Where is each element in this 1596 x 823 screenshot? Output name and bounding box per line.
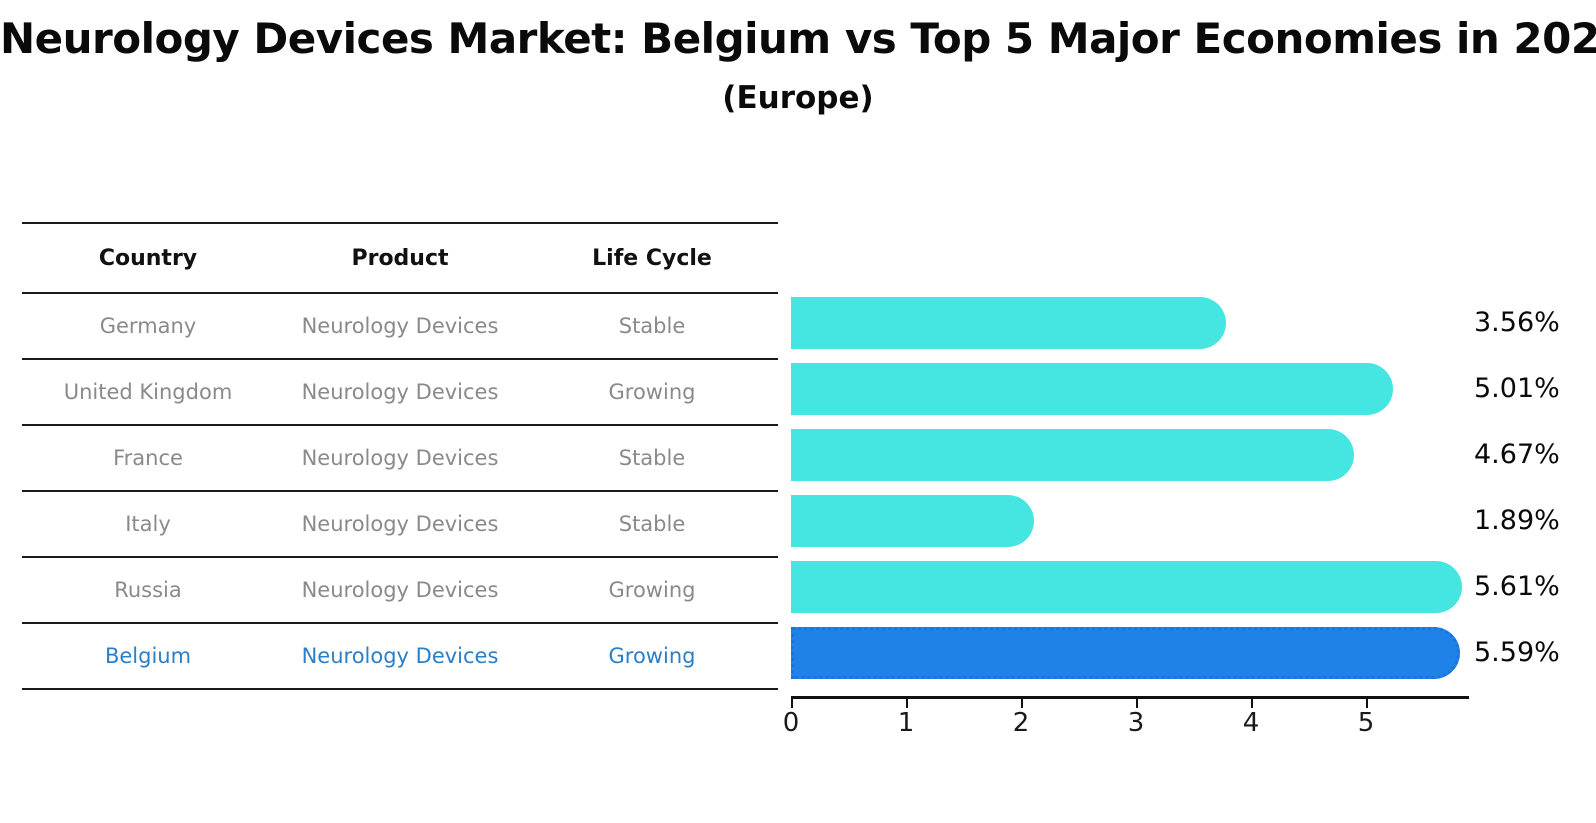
table-row-russia: Russia Neurology Devices Growing: [22, 558, 778, 624]
bar-france: [791, 429, 1354, 481]
bar-italy: [791, 495, 1034, 547]
lifecycle-cell: Stable: [618, 314, 686, 338]
product-cell: Neurology Devices: [301, 578, 499, 602]
x-tick-label-1: 1: [897, 708, 915, 738]
x-tick-mark-0: [791, 699, 793, 708]
lifecycle-cell: Growing: [608, 380, 696, 404]
table-row-italy: Italy Neurology Devices Stable: [22, 492, 778, 558]
country-cell: Germany: [99, 314, 197, 338]
x-tick-mark-4: [1251, 699, 1253, 708]
product-cell: Neurology Devices: [301, 644, 499, 668]
table-row-belgium: Belgium Neurology Devices Growing: [22, 624, 778, 690]
table-row-united-kingdom: United Kingdom Neurology Devices Growing: [22, 360, 778, 426]
bar-belgium: [791, 627, 1460, 679]
table-header-row: Country Product Life Cycle: [22, 222, 778, 294]
product-cell: Neurology Devices: [301, 380, 499, 404]
country-cell: Russia: [114, 578, 182, 602]
column-header-lifecycle: Life Cycle: [592, 245, 712, 271]
country-cell: Belgium: [104, 644, 192, 668]
bar-germany: [791, 297, 1226, 349]
x-tick-label-4: 4: [1242, 708, 1260, 738]
column-header-country: Country: [98, 245, 198, 271]
x-tick-label-5: 5: [1357, 708, 1375, 738]
value-label-russia: 5.61%: [1474, 571, 1560, 602]
x-tick-label-0: 0: [782, 708, 800, 738]
product-cell: Neurology Devices: [301, 314, 499, 338]
x-tick-label-3: 3: [1127, 708, 1145, 738]
x-tick-label-2: 2: [1012, 708, 1030, 738]
lifecycle-cell: Growing: [608, 644, 696, 668]
column-header-product: Product: [351, 245, 449, 271]
product-cell: Neurology Devices: [301, 446, 499, 470]
x-axis-line: [791, 696, 1469, 699]
value-label-germany: 3.56%: [1474, 307, 1560, 338]
page-title: Neurology Devices Market: Belgium vs Top…: [0, 14, 1596, 63]
value-label-italy: 1.89%: [1474, 505, 1560, 536]
value-label-united-kingdom: 5.01%: [1474, 373, 1560, 404]
lifecycle-cell: Growing: [608, 578, 696, 602]
table-row-germany: Germany Neurology Devices Stable: [22, 294, 778, 360]
lifecycle-cell: Stable: [618, 512, 686, 536]
page-subtitle: (Europe): [722, 80, 874, 116]
country-cell: Italy: [125, 512, 171, 536]
x-tick-mark-5: [1366, 699, 1368, 708]
country-table: Country Product Life Cycle Germany Neurol…: [22, 222, 778, 690]
x-tick-mark-2: [1021, 699, 1023, 708]
product-cell: Neurology Devices: [301, 512, 499, 536]
table-row-france: France Neurology Devices Stable: [22, 426, 778, 492]
value-label-belgium: 5.59%: [1474, 637, 1560, 668]
country-cell: United Kingdom: [63, 380, 233, 404]
value-label-france: 4.67%: [1474, 439, 1560, 470]
bar-united-kingdom: [791, 363, 1393, 415]
bar-russia: [791, 561, 1462, 613]
x-tick-mark-3: [1136, 699, 1138, 708]
country-cell: France: [113, 446, 183, 470]
table-body: Germany Neurology Devices Stable United Kin…: [22, 294, 778, 690]
x-tick-mark-1: [906, 699, 908, 708]
lifecycle-cell: Stable: [618, 446, 686, 470]
